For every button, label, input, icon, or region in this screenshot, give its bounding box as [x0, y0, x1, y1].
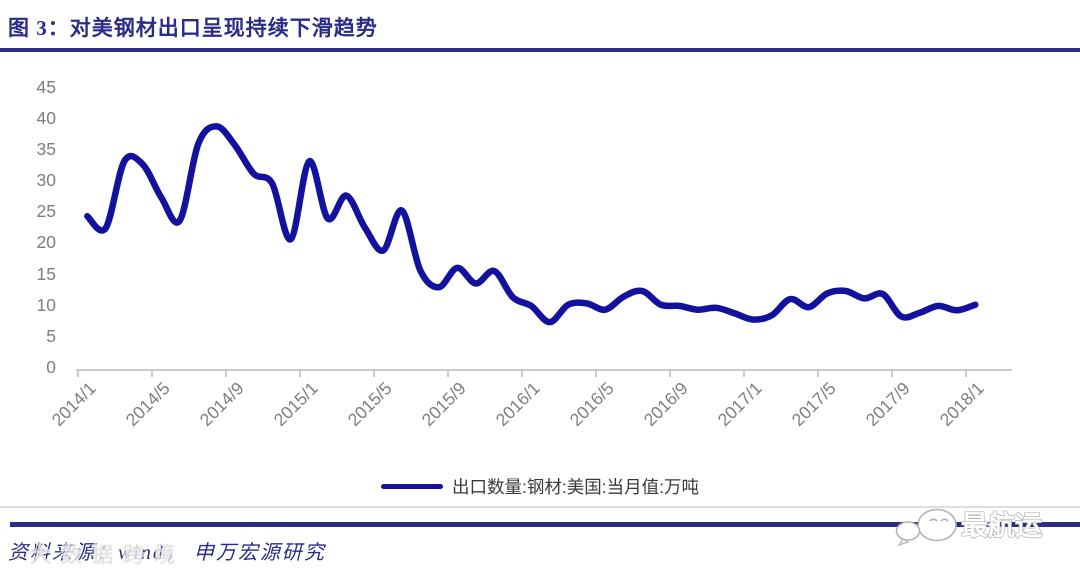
- series-line: [84, 123, 979, 326]
- x-axis-tick: [521, 370, 523, 377]
- x-axis-label: 2017/5: [788, 378, 841, 430]
- y-axis-label: 5: [46, 325, 56, 346]
- x-axis-tick: [669, 370, 671, 377]
- y-axis-label: 0: [46, 357, 56, 377]
- x-axis-label: 2014/1: [48, 378, 101, 430]
- x-axis-tick: [891, 370, 893, 377]
- x-axis-label: 2015/5: [344, 378, 397, 430]
- x-axis-tick: [225, 370, 227, 377]
- bubble-tail-icon: [897, 538, 910, 547]
- x-axis-label: 2015/9: [418, 378, 471, 430]
- legend-label: 出口数量:钢材:美国:当月值:万吨: [452, 476, 699, 497]
- y-axis-label: 30: [36, 170, 56, 190]
- y-axis-label: 15: [36, 263, 56, 284]
- x-axis-tick: [595, 370, 597, 377]
- x-axis-label: 2017/1: [714, 378, 767, 430]
- x-axis-tick: [373, 370, 375, 377]
- footer-rule: [10, 522, 1080, 527]
- x-axis-tick: [447, 370, 449, 377]
- chat-bubble-large-icon: [917, 508, 957, 542]
- x-axis-label: 2016/5: [566, 378, 619, 430]
- logo-text: 最航运: [961, 510, 1042, 541]
- legend-line-swatch: [381, 483, 444, 489]
- x-axis-label: 2015/1: [270, 378, 323, 430]
- x-axis-tick: [743, 370, 745, 377]
- x-axis-tick: [77, 370, 79, 377]
- y-axis-label: 45: [36, 76, 56, 97]
- x-axis-label: 2014/5: [122, 378, 175, 430]
- x-axis-label: 2018/1: [936, 378, 989, 430]
- y-axis-label: 40: [36, 107, 56, 128]
- x-axis-line: [76, 369, 1012, 371]
- chat-bubble-small-icon: [895, 521, 921, 541]
- x-axis-tick: [965, 370, 967, 377]
- wechat-account-badge: 最航运: [893, 504, 1053, 557]
- source-note: 资料来源：wind， 申万宏源研究: [8, 542, 326, 564]
- y-axis-label: 10: [36, 294, 56, 315]
- y-axis-label: 20: [36, 232, 56, 253]
- y-axis-label: 25: [36, 201, 56, 222]
- y-axis-label: 35: [36, 138, 56, 159]
- watermark-text: 大数据跨境: [30, 544, 185, 567]
- bubble-eye-right-icon: [940, 518, 949, 522]
- x-axis-label: 2017/9: [862, 378, 915, 430]
- x-axis-label: 2014/9: [196, 378, 249, 430]
- x-axis-tick: [151, 370, 153, 377]
- x-axis-tick: [299, 370, 301, 377]
- x-axis-label: 2016/9: [640, 378, 693, 430]
- title-underline: [0, 48, 1080, 52]
- x-axis-label: 2016/1: [492, 378, 545, 430]
- chart-legend: 出口数量:钢材:美国:当月值:万吨: [0, 472, 1080, 500]
- bubble-eye-left-icon: [929, 518, 938, 522]
- separator-line: [0, 506, 1080, 508]
- figure-title: 图 3：对美钢材出口呈现持续下滑趋势: [8, 16, 378, 40]
- x-axis-tick: [817, 370, 819, 377]
